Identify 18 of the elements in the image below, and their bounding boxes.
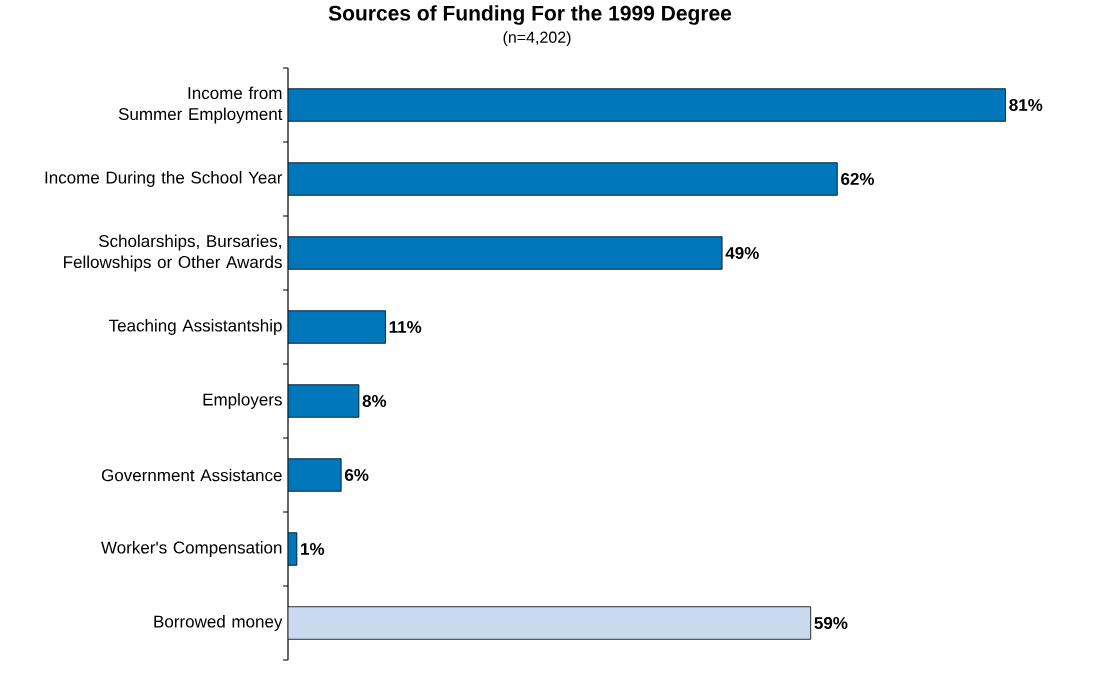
chart-title: Sources of Funding For the 1999 Degree	[328, 5, 732, 25]
data-label: 6%	[344, 468, 369, 482]
data-label: 11%	[389, 321, 422, 333]
y-tick-label: Income from Summer Employment	[118, 86, 283, 124]
data-label: 59%	[814, 616, 848, 630]
data-label: 1%	[301, 543, 325, 555]
y-tick-label: Employers	[203, 393, 282, 409]
chart-subtitle: (n=4,202)	[503, 31, 571, 47]
y-tick-label: Worker's Compensation	[101, 541, 282, 557]
data-label: 49%	[725, 246, 759, 260]
y-tick-label: Scholarships, Bursaries, Fellowships or Other Awards	[64, 234, 282, 272]
data-label: 8%	[362, 394, 387, 408]
data-label: 81%	[1009, 98, 1043, 112]
y-tick-label: Borrowed money	[154, 615, 283, 631]
y-tick-label: Teaching Assistantship	[108, 319, 282, 335]
y-tick-label: Income During the School Year	[45, 171, 283, 187]
data-label: 62%	[841, 172, 875, 186]
y-tick-label: Government Assistance	[101, 468, 282, 482]
